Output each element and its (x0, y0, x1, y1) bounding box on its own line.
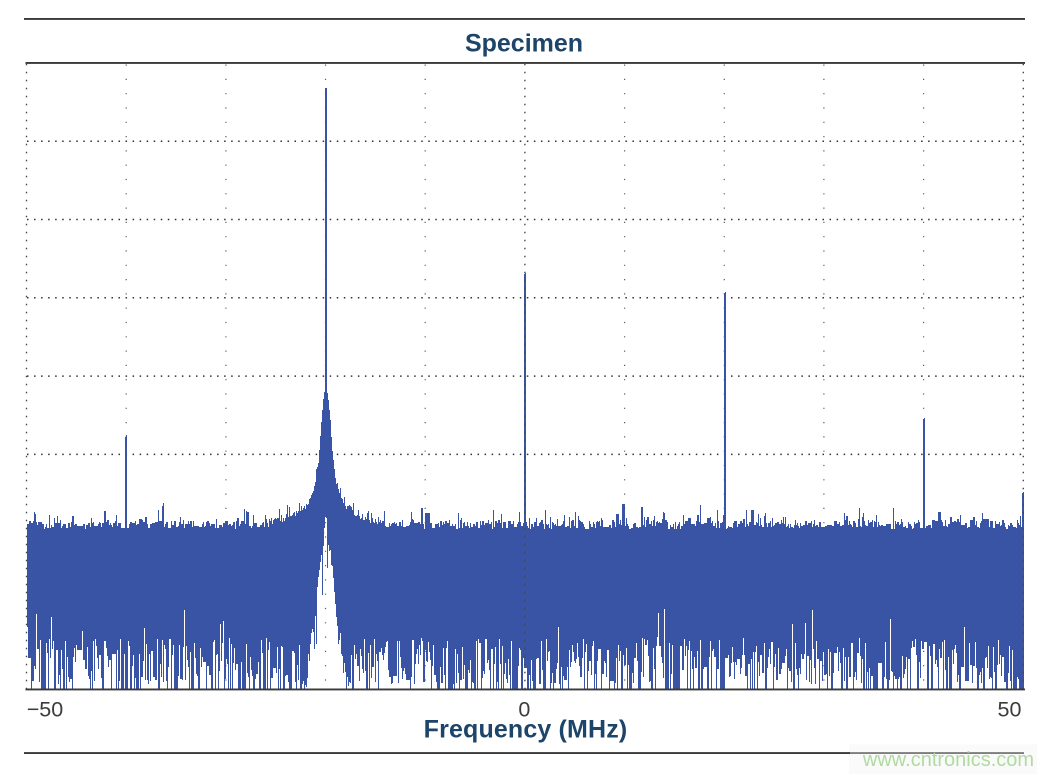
svg-text:−50: −50 (27, 698, 64, 722)
svg-text:Specimen: Specimen (465, 29, 583, 57)
svg-text:www.cntronics.com: www.cntronics.com (862, 749, 1034, 771)
svg-text:0: 0 (518, 698, 530, 722)
svg-text:Frequency (MHz): Frequency (MHz) (424, 716, 628, 744)
svg-text:50: 50 (998, 698, 1022, 722)
